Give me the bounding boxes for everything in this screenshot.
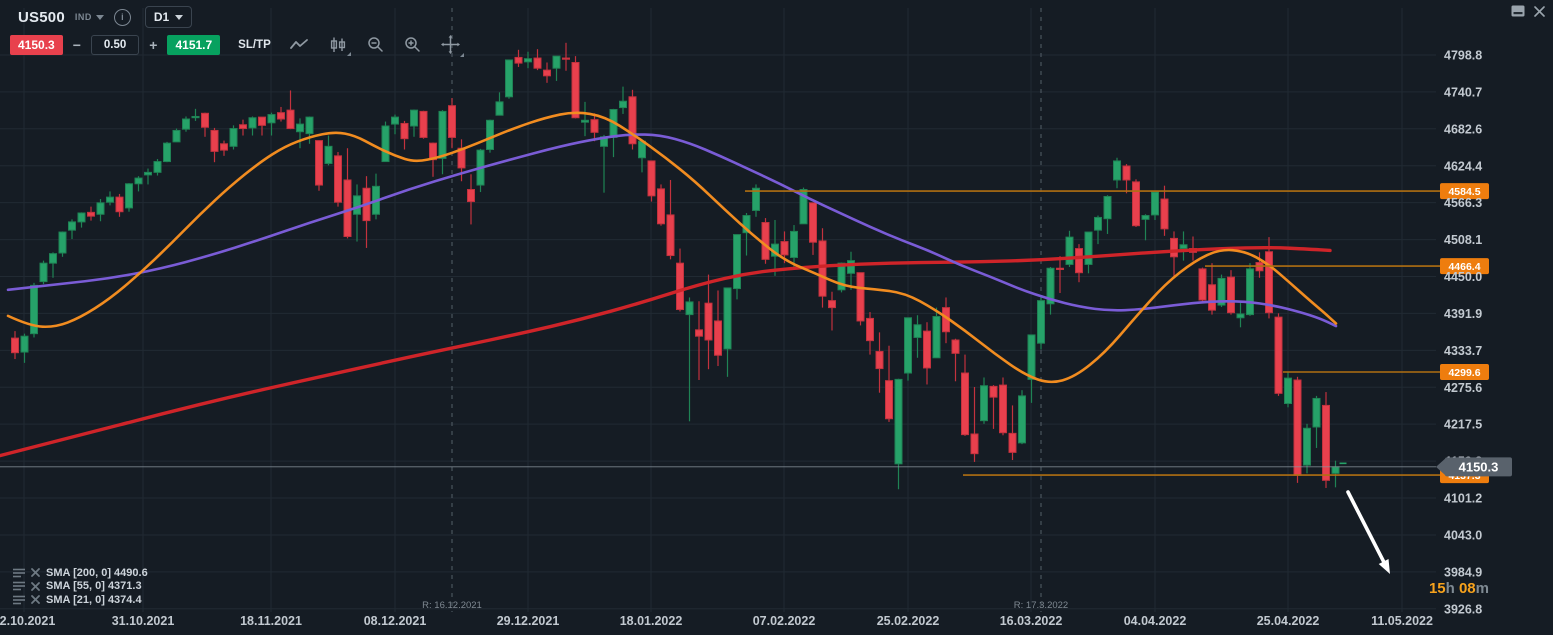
svg-text:08.12.2021: 08.12.2021 bbox=[364, 614, 427, 628]
line-chart-icon[interactable] bbox=[287, 36, 311, 54]
candlestick-style-icon[interactable] bbox=[327, 35, 351, 56]
countdown-minutes: 08 bbox=[1458, 580, 1476, 597]
svg-text:4450.0: 4450.0 bbox=[1444, 270, 1482, 284]
svg-text:4682.6: 4682.6 bbox=[1444, 122, 1482, 136]
trend-arrow bbox=[1346, 490, 1390, 574]
chart-header: US500 IND i D1 bbox=[18, 6, 193, 28]
svg-text:04.04.2022: 04.04.2022 bbox=[1124, 614, 1187, 628]
sma-line-sma-200[interactable] bbox=[0, 245, 1332, 458]
order-toolbar: 4150.3 − 0.50 + 4151.7 SL/TP bbox=[10, 33, 464, 57]
indicator-label[interactable]: SMA [200, 0] 4490.6 bbox=[46, 566, 148, 579]
submenu-caret-icon bbox=[346, 51, 351, 56]
svg-text:4584.5: 4584.5 bbox=[1448, 186, 1480, 198]
pan-crosshair-icon[interactable] bbox=[439, 33, 464, 57]
svg-text:R: 17.3.2022: R: 17.3.2022 bbox=[1014, 600, 1068, 611]
svg-text:16.03.2022: 16.03.2022 bbox=[1000, 614, 1063, 628]
level-badge bbox=[1440, 258, 1489, 275]
indicator-settings-icon[interactable] bbox=[13, 581, 25, 591]
indicator-row: SMA [55, 0] 4371.3 bbox=[13, 580, 148, 594]
svg-text:4333.7: 4333.7 bbox=[1444, 344, 1482, 358]
indicator-remove-icon[interactable] bbox=[31, 568, 40, 578]
price-axis[interactable]: 4798.8 4740.7 4682.6 4624.4 4566.3 4508.1 4450… bbox=[1444, 49, 1482, 617]
svg-text:4101.2: 4101.2 bbox=[1444, 492, 1482, 506]
level-badge bbox=[1440, 183, 1489, 200]
symbol-label: US500 bbox=[18, 8, 65, 26]
level-badge bbox=[1440, 364, 1489, 381]
timeframe-select[interactable]: D1 bbox=[144, 6, 193, 28]
current-price-marker: 4150.3 bbox=[0, 457, 1512, 477]
svg-text:4566.3: 4566.3 bbox=[1444, 196, 1482, 210]
info-icon[interactable]: i bbox=[113, 8, 131, 26]
svg-text:25.02.2022: 25.02.2022 bbox=[877, 614, 940, 628]
indicator-settings-icon[interactable] bbox=[13, 595, 25, 605]
date-axis[interactable]: 12.10.2021 31.10.2021 18.11.2021 08.12.2021… bbox=[0, 614, 1433, 628]
indicator-remove-icon[interactable] bbox=[31, 595, 40, 605]
market-type-label: IND bbox=[74, 12, 92, 22]
dock-panel-icon[interactable] bbox=[1511, 5, 1525, 17]
svg-text:4740.7: 4740.7 bbox=[1444, 85, 1482, 99]
svg-text:31.10.2021: 31.10.2021 bbox=[112, 614, 175, 628]
quantity-increase-button[interactable]: + bbox=[149, 36, 158, 53]
timeframe-label: D1 bbox=[153, 10, 170, 24]
submenu-caret-icon bbox=[459, 53, 464, 57]
svg-text:29.12.2021: 29.12.2021 bbox=[497, 614, 560, 628]
zoom-in-button[interactable] bbox=[402, 34, 423, 55]
candles bbox=[11, 42, 1340, 490]
svg-text:18.01.2022: 18.01.2022 bbox=[620, 614, 683, 628]
svg-text:4508.1: 4508.1 bbox=[1444, 233, 1482, 247]
indicator-row: SMA [21, 0] 4374.4 bbox=[13, 593, 148, 607]
indicator-label[interactable]: SMA [21, 0] 4374.4 bbox=[46, 593, 142, 606]
svg-text:3984.9: 3984.9 bbox=[1444, 565, 1482, 579]
svg-text:4043.0: 4043.0 bbox=[1444, 528, 1482, 542]
svg-text:4391.9: 4391.9 bbox=[1444, 307, 1482, 321]
indicator-row: SMA [200, 0] 4490.6 bbox=[13, 566, 148, 580]
svg-text:18.11.2021: 18.11.2021 bbox=[240, 614, 302, 628]
window-controls bbox=[1511, 5, 1545, 17]
indicator-settings-icon[interactable] bbox=[13, 568, 25, 578]
quantity-input[interactable]: 0.50 bbox=[90, 34, 140, 55]
grid-vertical bbox=[23, 8, 1403, 612]
session-markers: R: 16.12.2021 R: 17.3.2022 bbox=[422, 8, 1068, 612]
svg-text:11.05.2022: 11.05.2022 bbox=[1371, 614, 1433, 628]
svg-text:4466.4: 4466.4 bbox=[1448, 261, 1480, 273]
countdown-hours: 15 bbox=[1428, 580, 1446, 597]
chevron-down-icon bbox=[95, 14, 104, 20]
svg-text:12.10.2021: 12.10.2021 bbox=[0, 614, 55, 628]
indicator-remove-icon[interactable] bbox=[31, 581, 40, 591]
close-icon[interactable] bbox=[1534, 5, 1545, 17]
svg-text:4798.8: 4798.8 bbox=[1444, 49, 1482, 63]
chevron-down-icon bbox=[175, 14, 184, 20]
svg-text:3926.8: 3926.8 bbox=[1444, 602, 1482, 616]
buy-price-button[interactable]: 4151.7 bbox=[167, 34, 221, 55]
svg-text:25.04.2022: 25.04.2022 bbox=[1257, 614, 1320, 628]
sltp-button[interactable]: SL/TP bbox=[238, 38, 271, 51]
quantity-decrease-button[interactable]: − bbox=[72, 36, 81, 53]
zoom-out-button[interactable] bbox=[365, 34, 386, 55]
candle-countdown: 15h 08m bbox=[1428, 580, 1489, 597]
svg-text:4150.3: 4150.3 bbox=[1459, 459, 1499, 474]
svg-text:07.02.2022: 07.02.2022 bbox=[753, 614, 816, 628]
svg-text:4624.4: 4624.4 bbox=[1444, 159, 1482, 173]
market-type-dropdown[interactable]: IND bbox=[75, 12, 104, 22]
indicator-label[interactable]: SMA [55, 0] 4371.3 bbox=[46, 580, 142, 593]
svg-text:4217.5: 4217.5 bbox=[1444, 418, 1482, 432]
svg-text:4299.6: 4299.6 bbox=[1448, 367, 1480, 379]
svg-text:4275.6: 4275.6 bbox=[1444, 381, 1482, 395]
sell-price-button[interactable]: 4150.3 bbox=[10, 34, 63, 55]
sma-line-sma-21[interactable] bbox=[6, 111, 1338, 384]
indicator-legend: SMA [200, 0] 4490.6 SMA [55, 0] 4371.3 S… bbox=[13, 566, 148, 607]
svg-text:R: 16.12.2021: R: 16.12.2021 bbox=[422, 600, 482, 611]
